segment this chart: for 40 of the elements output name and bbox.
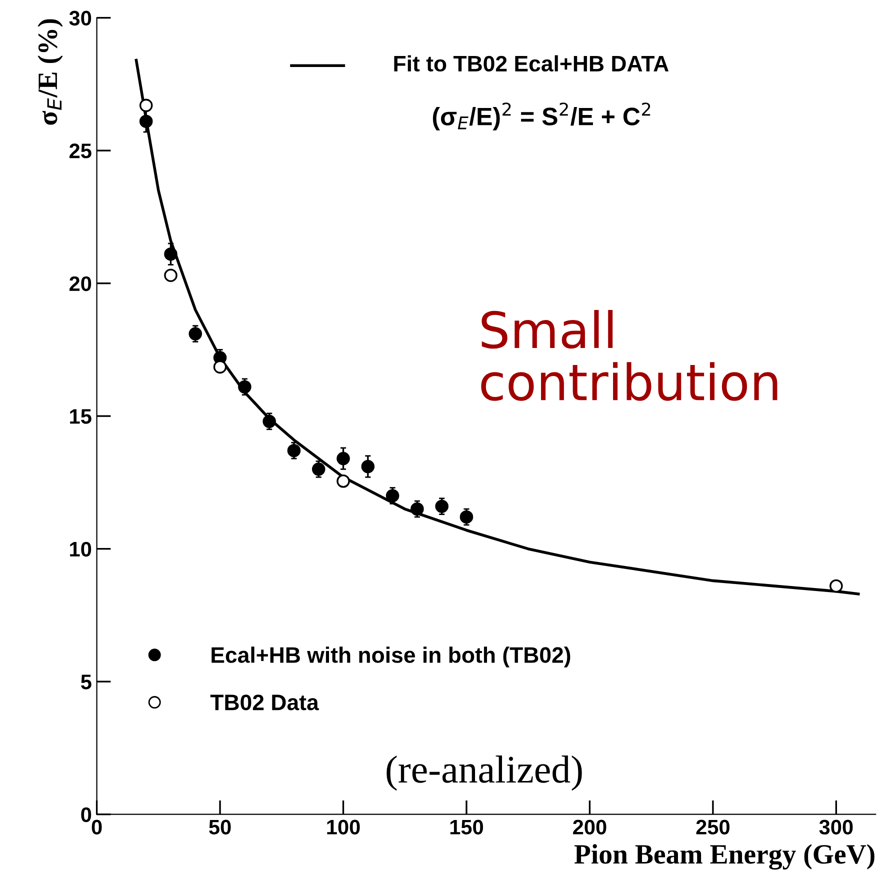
- legend-label: TB02 Data: [210, 694, 319, 710]
- y-tick-label: 25: [69, 144, 92, 158]
- point: [188, 327, 202, 340]
- x-tick-label: 0: [92, 820, 102, 835]
- point: [336, 452, 350, 466]
- x-tick-label: 300: [819, 820, 853, 835]
- annotation: (re-analized): [386, 756, 582, 791]
- point: [164, 268, 178, 282]
- y-tick-label: 0: [81, 807, 92, 822]
- point: [238, 380, 252, 394]
- x-axis-title: Pion Beam Energy (GeV): [574, 844, 874, 870]
- legend-label: Fit to TB02 Ecal+HB DATA: [394, 55, 669, 72]
- point: [139, 114, 153, 128]
- point: [336, 474, 350, 488]
- point: [287, 444, 301, 458]
- y-axis-title: σ$_{E}$/E (%): [38, 19, 63, 125]
- y-tick-label: 20: [69, 276, 92, 292]
- x-tick-label: 150: [450, 820, 484, 835]
- y-tick-label: 5: [80, 674, 92, 690]
- y-tick-label: 10: [70, 542, 92, 557]
- point: [139, 98, 153, 112]
- x-tick-label: 250: [696, 820, 730, 835]
- point: [312, 462, 326, 476]
- x-tick-label: 200: [573, 820, 606, 835]
- legend-label: Ecal+HB with noise in both (TB02): [212, 646, 570, 668]
- y-tick-label: 15: [70, 409, 92, 424]
- point: [410, 502, 424, 516]
- point: [460, 510, 474, 524]
- point: [213, 360, 227, 374]
- point: [435, 500, 448, 513]
- point: [361, 460, 375, 474]
- annotation: (σ$_{E}$/E)$^{2}$ = S$^{2}$/E + C$^{2}$: [432, 102, 650, 130]
- x-tick-label: 50: [209, 820, 231, 835]
- y-tick-label: 30: [69, 10, 92, 26]
- point: [262, 414, 276, 428]
- point: [164, 247, 178, 261]
- point: [830, 579, 843, 593]
- point: [386, 489, 400, 502]
- x-tick-label: 100: [327, 820, 360, 835]
- annotation: Small contribution: [481, 310, 778, 401]
